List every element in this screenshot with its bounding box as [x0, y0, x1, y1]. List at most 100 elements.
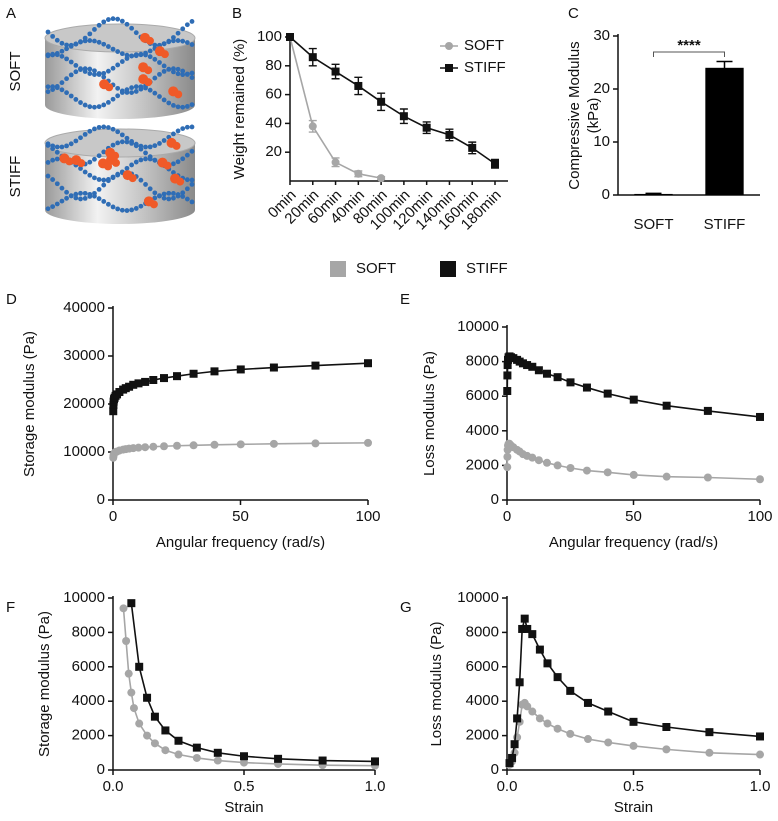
- polymer-bead: [189, 19, 195, 24]
- polymer-bead: [59, 53, 65, 59]
- polymer-bead: [143, 156, 148, 162]
- data-point: [354, 81, 363, 90]
- polymer-bead: [133, 30, 139, 36]
- polymer-bead: [129, 140, 135, 146]
- data-point: [553, 673, 562, 682]
- polymer-bead: [59, 185, 65, 191]
- polymer-bead: [147, 54, 153, 60]
- polymer-bead: [92, 126, 97, 132]
- x-axis-label: Angular frequency (rad/s): [549, 534, 718, 551]
- polymer-bead: [54, 85, 60, 91]
- polymer-bead: [189, 199, 195, 205]
- data-point: [354, 169, 363, 178]
- data-point: [161, 726, 170, 735]
- polymer-bead: [50, 84, 56, 90]
- polymer-bead: [59, 87, 65, 93]
- polymer-bead: [50, 204, 56, 210]
- x-axis-label: Strain: [224, 799, 263, 816]
- data-point: [236, 365, 245, 374]
- data-point: [535, 714, 544, 723]
- data-point: [311, 361, 320, 370]
- polymer-bead: [54, 156, 60, 162]
- data-point: [518, 359, 527, 368]
- polymer-bead: [184, 152, 190, 158]
- crosslinker: [163, 161, 172, 170]
- panel-letter: D: [6, 291, 17, 308]
- polymer-bead: [189, 181, 195, 187]
- y-tick-label: 30: [593, 27, 610, 44]
- data-point: [756, 412, 764, 421]
- y-tick-label: 10000: [63, 589, 105, 606]
- polymer-bead: [133, 159, 139, 165]
- data-point: [160, 442, 168, 451]
- polymer-bead: [87, 191, 93, 197]
- polymer-bead: [64, 56, 69, 62]
- polymer-bead: [189, 102, 195, 108]
- data-point: [705, 748, 714, 757]
- panel-letter: B: [232, 5, 242, 22]
- polymer-bead: [161, 138, 167, 143]
- polymer-bead: [45, 29, 51, 35]
- data-point: [505, 759, 514, 768]
- polymer-bead: [138, 157, 144, 163]
- polymer-bead: [96, 124, 102, 130]
- crosslinker: [111, 158, 120, 167]
- row-label: STIFF: [7, 156, 24, 198]
- polymer-bead: [166, 39, 172, 45]
- row-label: SOFT: [7, 52, 24, 92]
- polymer-bead: [78, 190, 83, 196]
- polymer-bead: [82, 195, 88, 201]
- polymer-bead: [105, 201, 111, 207]
- polymer-bead: [68, 72, 74, 78]
- polymer-bead: [87, 66, 93, 72]
- polymer-bead: [92, 38, 97, 44]
- polymer-bead: [101, 41, 107, 47]
- polymer-bead: [87, 31, 93, 37]
- y-tick-label: 20000: [63, 395, 105, 412]
- x-tick-label: 0: [503, 508, 511, 525]
- polymer-bead: [152, 56, 158, 62]
- polymer-bead: [45, 52, 51, 58]
- polymer-bead: [73, 191, 79, 197]
- x-tick-label: 1.0: [750, 778, 771, 795]
- polymer-bead: [171, 66, 176, 72]
- data-point: [371, 757, 379, 766]
- polymer-bead: [92, 175, 97, 181]
- polymer-bead: [180, 68, 186, 74]
- polymer-bead: [180, 72, 186, 78]
- data-point: [161, 746, 170, 755]
- polymer-bead: [189, 70, 195, 76]
- data-point: [160, 374, 168, 383]
- crosslinker: [105, 83, 114, 92]
- polymer-bead: [161, 195, 167, 201]
- error-bar: [716, 60, 733, 75]
- legend-swatch: [330, 261, 346, 277]
- polymer-bead: [96, 187, 102, 192]
- polymer-bead: [166, 66, 172, 72]
- polymer-bead: [161, 41, 167, 47]
- polymer-bead: [82, 38, 88, 44]
- polymer-bead: [161, 63, 167, 69]
- data-point: [377, 174, 386, 183]
- data-point: [129, 380, 138, 389]
- polymer-bead: [82, 66, 88, 72]
- polymer-bead: [115, 16, 121, 22]
- polymer-bead: [143, 150, 148, 156]
- y-tick-label: 80: [265, 57, 282, 74]
- y-tick-label: 8000: [466, 623, 499, 640]
- polymer-bead: [92, 193, 97, 199]
- data-point: [566, 686, 575, 695]
- polymer-bead: [87, 71, 93, 76]
- polymer-bead: [152, 75, 158, 81]
- polymer-bead: [129, 162, 135, 168]
- data-point: [124, 669, 133, 678]
- panel-letter: E: [400, 291, 410, 308]
- polymer-bead: [110, 174, 116, 180]
- polymer-bead: [54, 149, 60, 155]
- polymer-bead: [92, 156, 97, 162]
- legend-label: STIFF: [466, 260, 508, 277]
- polymer-bead: [45, 173, 51, 179]
- polymer-bead: [166, 196, 172, 202]
- polymer-bead: [161, 68, 167, 74]
- data-point: [308, 53, 317, 62]
